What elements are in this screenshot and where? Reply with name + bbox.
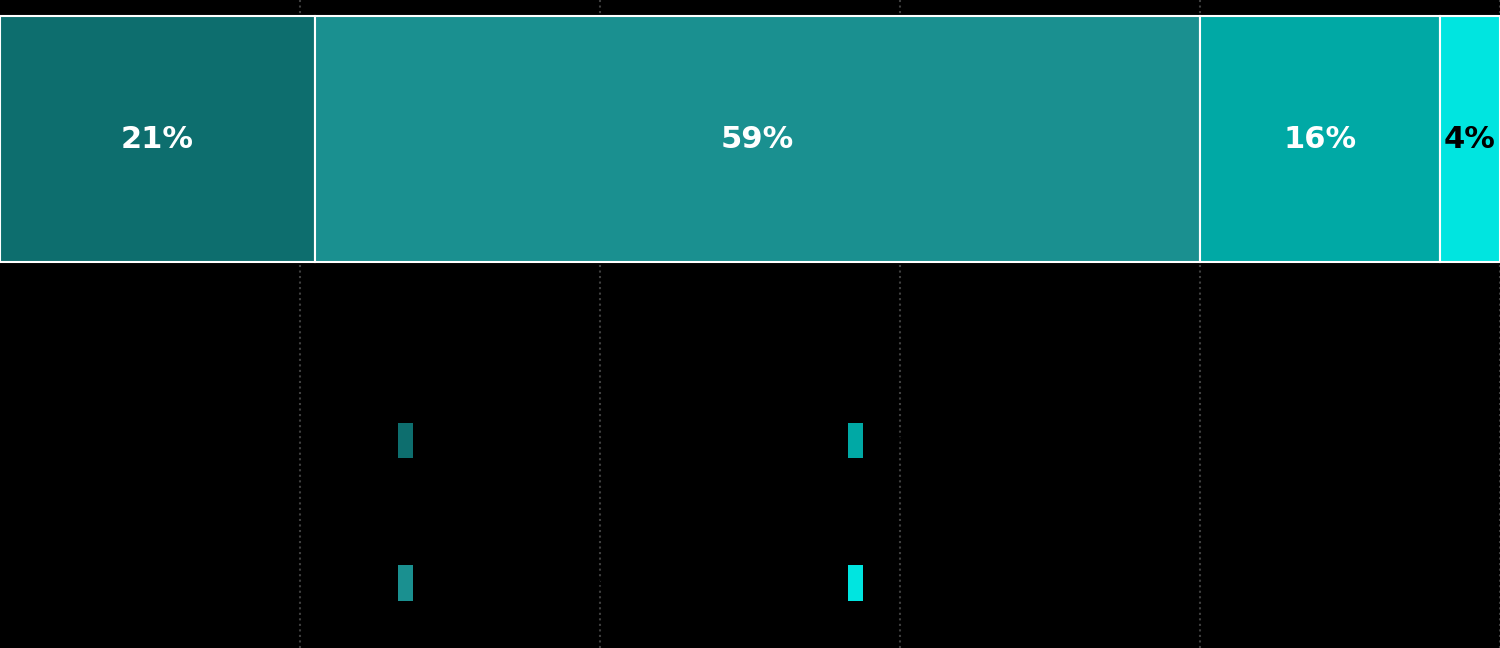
FancyBboxPatch shape [398, 565, 412, 601]
Text: Fully centralized: Fully centralized [874, 574, 1022, 592]
FancyBboxPatch shape [1200, 16, 1440, 262]
FancyBboxPatch shape [315, 16, 1200, 262]
Text: Very centralized: Very centralized [874, 432, 1020, 450]
Text: 16%: 16% [1284, 125, 1356, 154]
FancyBboxPatch shape [398, 423, 412, 459]
FancyBboxPatch shape [847, 423, 862, 459]
FancyBboxPatch shape [0, 16, 315, 262]
FancyBboxPatch shape [1440, 16, 1500, 262]
Text: Somewhat centralized: Somewhat centralized [424, 574, 626, 592]
Text: 4%: 4% [1444, 125, 1496, 154]
FancyBboxPatch shape [847, 565, 862, 601]
Text: Not at all centralized: Not at all centralized [424, 432, 614, 450]
Text: 59%: 59% [722, 125, 794, 154]
Text: 21%: 21% [122, 125, 194, 154]
